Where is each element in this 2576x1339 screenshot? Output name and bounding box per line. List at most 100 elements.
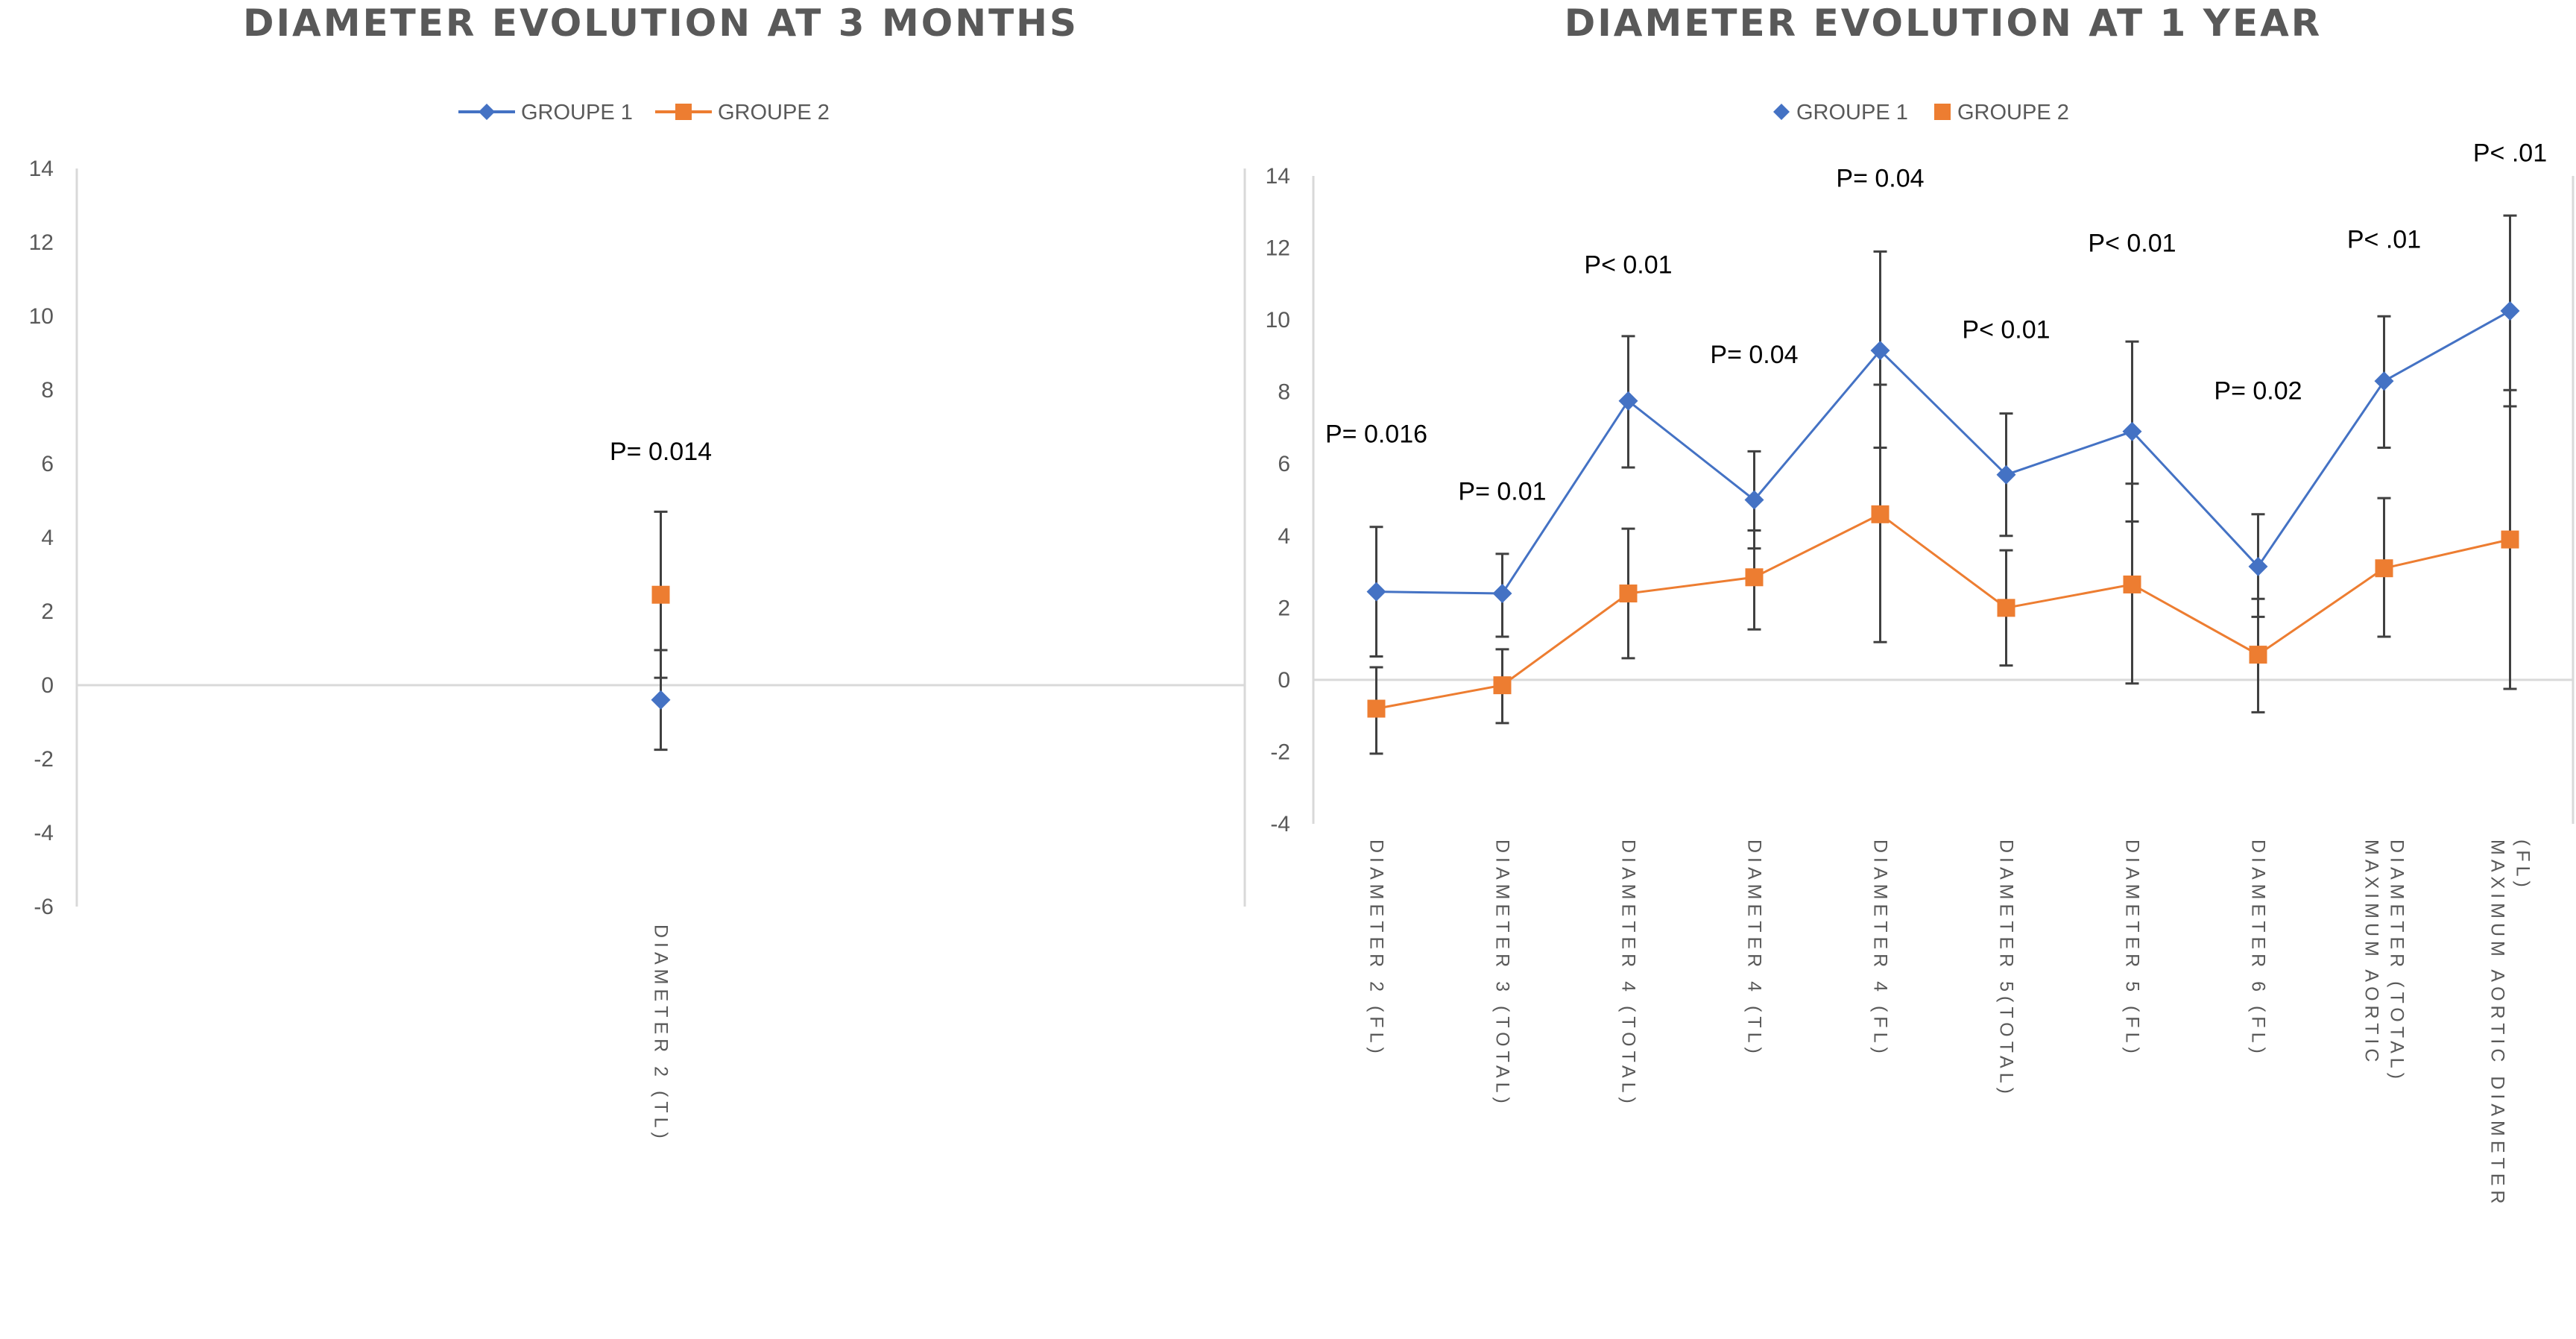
y-tick-label: -6 [34, 895, 54, 919]
data-point [1618, 391, 1638, 411]
p-value-label: P= 0.02 [2214, 377, 2302, 405]
y-tick-label: 8 [1278, 380, 1290, 405]
data-point [1619, 585, 1638, 603]
x-tick-label: DIAMETER 2 (TL) [651, 924, 672, 1143]
x-tick-label: (FL) [2513, 839, 2534, 892]
y-tick-label: 6 [1278, 452, 1290, 476]
legend-item-groupe-1: GROUPE 1 [458, 101, 633, 125]
x-category-label: MAXIMUM AORTIC DIAMETER (TOTAL) [2361, 839, 2408, 1083]
legend: GROUPE 1 GROUPE 2 [458, 101, 830, 125]
p-value-label: P< 0.01 [1962, 315, 2050, 344]
y-tick-label: 4 [1278, 524, 1290, 549]
series-groupe-1 [1366, 214, 2520, 658]
legend-marker [479, 104, 495, 120]
legend-label: GROUPE 1 [1796, 101, 1908, 125]
x-tick-label: DIAMETER 2 (FL) [1366, 839, 1387, 1058]
y-tick-label: 14 [29, 157, 54, 181]
legend-marker [1773, 104, 1790, 120]
legend-label: GROUPE 2 [1957, 101, 2069, 125]
series-groupe-2 [651, 510, 670, 679]
legend-label: GROUPE 2 [718, 101, 830, 125]
y-tick-label: -2 [1270, 740, 1290, 764]
x-category-label: DIAMETER 4 (TOTAL) [1618, 839, 1639, 1108]
legend-item-groupe-1: GROUPE 1 [1773, 101, 1908, 125]
x-category-label: DIAMETER 4 (TL) [1744, 839, 1765, 1058]
p-value-label: P= 0.016 [1325, 420, 1427, 448]
data-point [1870, 341, 1890, 361]
data-point [2501, 530, 2519, 549]
y-tick-label: 8 [41, 378, 54, 403]
chart-title: DIAMETER EVOLUTION AT 3 MONTHS [243, 1, 1079, 45]
data-point [1744, 490, 1764, 510]
x-tick-label: DIAMETER 4 (TL) [1744, 839, 1765, 1058]
x-category-label: DIAMETER 5(TOTAL) [1996, 839, 2017, 1098]
y-tick-label: -4 [34, 821, 54, 845]
data-point [2122, 421, 2142, 441]
data-point [1745, 568, 1764, 587]
series-line [1376, 309, 2511, 595]
legend-marker [675, 104, 692, 120]
y-tick-label: 10 [29, 304, 54, 329]
x-tick-label: DIAMETER (TOTAL) [2387, 839, 2408, 1083]
y-tick-label: 2 [1278, 596, 1290, 620]
x-category-label: DIAMETER 2 (FL) [1366, 839, 1387, 1058]
data-point [1366, 582, 1386, 602]
p-value-label: P= 0.014 [610, 438, 712, 466]
data-point [1871, 505, 1890, 523]
x-tick-label: DIAMETER 5(TOTAL) [1996, 839, 2017, 1098]
chart-title: DIAMETER EVOLUTION AT 1 YEAR [1565, 1, 2323, 45]
data-point [2249, 646, 2267, 664]
y-tick-label: 6 [41, 452, 54, 476]
x-tick-label: MAXIMUM AORTIC [2361, 839, 2382, 1066]
x-category-label: DIAMETER 5 (FL) [2122, 839, 2143, 1058]
y-tick-label: 4 [41, 526, 54, 550]
data-point [651, 585, 670, 604]
y-tick-label: 0 [1278, 668, 1290, 693]
data-point [2248, 556, 2268, 576]
x-category-label: DIAMETER 2 (TL) [651, 924, 672, 1143]
legend-marker [1934, 104, 1951, 120]
legend-item-groupe-2: GROUPE 2 [655, 101, 830, 125]
x-tick-label: DIAMETER 3 (TOTAL) [1492, 839, 1513, 1108]
data-point [2500, 301, 2520, 321]
x-tick-label: DIAMETER 6 (FL) [2248, 839, 2269, 1058]
data-point [2374, 371, 2394, 391]
y-tick-label: 10 [1266, 308, 1290, 333]
data-point [1492, 584, 1512, 604]
x-category-label: DIAMETER 6 (FL) [2248, 839, 2269, 1058]
y-tick-label: 14 [1266, 164, 1290, 189]
x-tick-label: DIAMETER 5 (FL) [2122, 839, 2143, 1058]
y-tick-label: -4 [1270, 812, 1290, 837]
p-value-label: P= 0.01 [1458, 478, 1546, 506]
data-point [1367, 699, 1386, 718]
x-tick-label: MAXIMUM AORTIC DIAMETER [2487, 839, 2508, 1209]
y-tick-label: 12 [1266, 236, 1290, 261]
x-tick-label: DIAMETER 4 (FL) [1870, 839, 1891, 1058]
legend-label: GROUPE 1 [521, 101, 633, 125]
data-point [2375, 559, 2393, 578]
p-value-label: P= 0.04 [1710, 341, 1798, 369]
y-tick-label: 0 [41, 673, 54, 698]
data-point [2123, 575, 2141, 593]
x-category-label: DIAMETER 3 (TOTAL) [1492, 839, 1513, 1108]
x-category-label: MAXIMUM AORTIC DIAMETER (FL) [2487, 839, 2534, 1209]
data-point [651, 690, 671, 710]
legend-item-groupe-2: GROUPE 2 [1934, 101, 2069, 125]
p-value-label: P< .01 [2347, 226, 2421, 254]
p-value-label: P< .01 [2473, 139, 2547, 168]
p-value-label: P< 0.01 [1584, 251, 1672, 279]
series-line [1376, 513, 2510, 710]
y-tick-label: 12 [29, 230, 54, 255]
series-groupe-2 [1367, 383, 2519, 755]
x-tick-label: DIAMETER 4 (TOTAL) [1618, 839, 1639, 1108]
p-value-label: P< 0.01 [2088, 229, 2176, 257]
p-value-label: P= 0.04 [1836, 164, 1924, 192]
y-tick-label: 2 [41, 599, 54, 624]
data-point [1493, 676, 1512, 695]
legend: GROUPE 1 GROUPE 2 [1773, 101, 2069, 125]
data-point [1996, 464, 2016, 485]
